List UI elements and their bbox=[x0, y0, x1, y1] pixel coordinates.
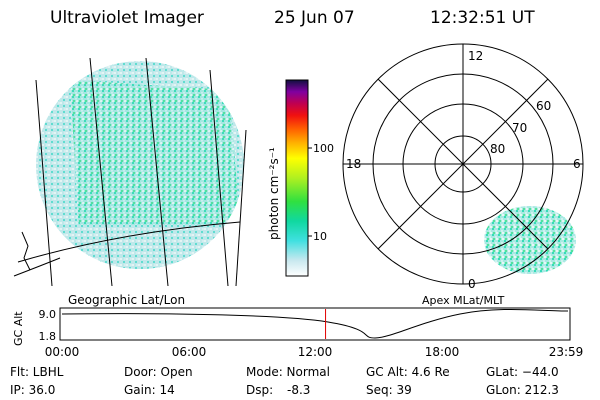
time-label: 12:32:51 UT bbox=[430, 8, 535, 28]
alt-xtick-4: 23:59 bbox=[549, 345, 584, 359]
dsp-value: -8.3 bbox=[287, 383, 311, 397]
door-status: Door: Open bbox=[124, 365, 193, 379]
app-title: Ultraviolet Imager bbox=[50, 8, 204, 28]
alt-xtick-0: 00:00 bbox=[45, 345, 80, 359]
alt-xtick-3: 18:00 bbox=[425, 345, 460, 359]
mlt-label-12: 12 bbox=[468, 49, 483, 63]
colorbar-tick-100: 100 bbox=[313, 142, 334, 155]
alt-ytick-9: 9.0 bbox=[39, 308, 57, 321]
alt-ytick-1-8: 1.8 bbox=[39, 330, 57, 343]
mlt-label-18: 18 bbox=[346, 157, 361, 171]
mlt-label-0: 0 bbox=[468, 277, 476, 291]
gc-alt-status: GC Alt: 4.6 Re bbox=[366, 365, 450, 379]
dsp-label: Dsp: bbox=[246, 383, 274, 397]
mlat-label-70: 70 bbox=[512, 121, 527, 135]
geo-panel-label: Geographic Lat/Lon bbox=[68, 293, 185, 307]
date-label: 25 Jun 07 bbox=[274, 8, 355, 28]
mode-status: Mode: Normal bbox=[246, 365, 330, 379]
geographic-image bbox=[13, 57, 247, 287]
colorbar-label: photon cm⁻²s⁻¹ bbox=[267, 147, 281, 240]
colorbar: 100 10 photon cm⁻²s⁻¹ bbox=[267, 79, 334, 277]
mlat-label-80: 80 bbox=[490, 142, 505, 156]
glat-status: GLat: −44.0 bbox=[486, 365, 559, 379]
alt-ylabel: GC Alt bbox=[12, 311, 25, 346]
mlt-label-6: 6 bbox=[573, 157, 581, 171]
alt-xtick-2: 12:00 bbox=[298, 345, 333, 359]
polar-plot: 12 18 6 0 60 70 80 bbox=[342, 43, 584, 291]
filter-status: Flt: LBHL bbox=[10, 365, 64, 379]
alt-xtick-1: 06:00 bbox=[172, 345, 207, 359]
gain-status: Gain: 14 bbox=[124, 383, 175, 397]
polar-panel-label: Apex MLat/MLT bbox=[422, 294, 505, 307]
altitude-plot: 9.0 1.8 GC Alt 00:00 06:00 12:00 18:00 2… bbox=[12, 307, 584, 359]
colorbar-tick-10: 10 bbox=[313, 230, 327, 243]
glon-status: GLon: 212.3 bbox=[486, 383, 559, 397]
ip-status: IP: 36.0 bbox=[10, 383, 56, 397]
mlat-label-60: 60 bbox=[536, 99, 551, 113]
seq-status: Seq: 39 bbox=[366, 383, 412, 397]
